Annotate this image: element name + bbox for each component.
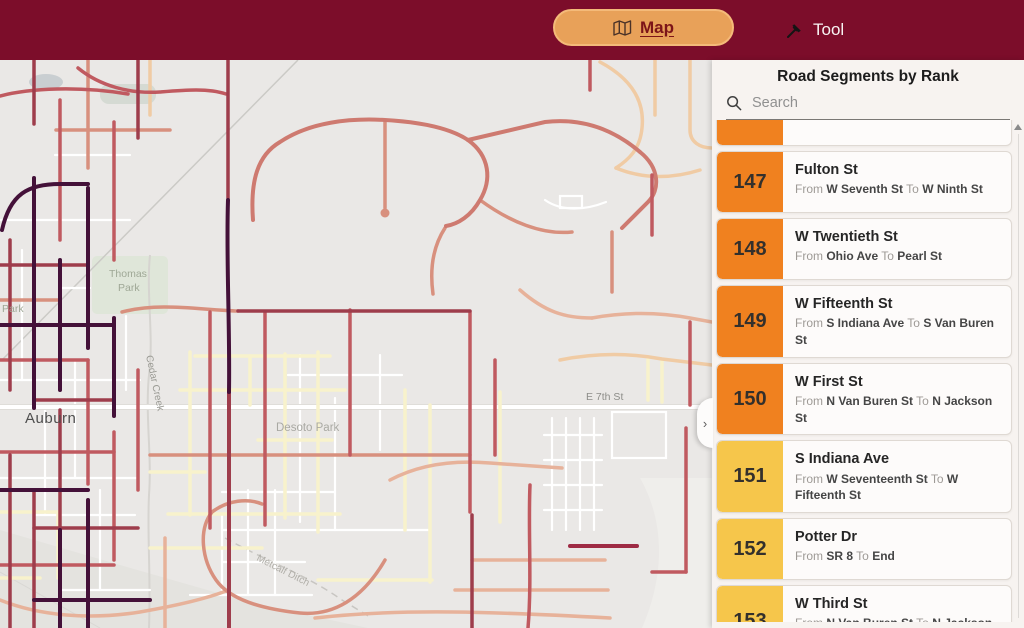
segment-name: W Fifteenth St xyxy=(795,296,893,312)
rank-badge: 150 xyxy=(717,363,783,435)
segment-extent: From W Seventeenth St To W Fifteenth St xyxy=(795,471,999,505)
from-label: From xyxy=(795,471,823,486)
segment-name: W Twentieth St xyxy=(795,229,898,245)
to-label: To xyxy=(930,471,944,486)
hammer-icon xyxy=(787,24,801,38)
segment-name: Potter Dr xyxy=(795,529,858,546)
from-label: From xyxy=(795,393,823,408)
tool-tab-label: Tool xyxy=(813,20,845,39)
from-label: From xyxy=(795,249,823,264)
segment-start: N Van Buren St xyxy=(826,616,913,622)
from-label: From xyxy=(795,182,823,197)
rank-badge: 149 xyxy=(717,286,783,357)
segment-start: S Indiana Ave xyxy=(826,316,905,331)
to-label: To xyxy=(916,393,929,408)
to-label: To xyxy=(906,182,919,197)
map-label-city: Auburn xyxy=(25,410,76,427)
segment-name: W Third St xyxy=(795,596,868,613)
scrollbar-track xyxy=(1018,134,1019,618)
segment-start: W Seventh St xyxy=(826,182,904,197)
map-tab[interactable]: Map xyxy=(553,9,734,46)
to-label: To xyxy=(907,316,920,331)
top-toolbar: Map Tool xyxy=(0,0,1024,60)
segment-end: S Van Buren St xyxy=(795,316,994,347)
from-label: From xyxy=(795,549,823,564)
sidebar-title: Road Segments by Rank xyxy=(777,68,959,85)
list-item[interactable]: 147 Fulton St From W Seventh St To W Nin… xyxy=(716,151,1012,213)
search-bar xyxy=(726,94,1010,120)
list-item[interactable]: 148 W Twentieth St From Ohio Ave To Pear… xyxy=(716,218,1012,280)
scrollbar[interactable] xyxy=(1013,120,1023,622)
list-item-partial[interactable] xyxy=(716,120,1012,146)
to-label: To xyxy=(856,549,869,564)
segment-end: W Ninth St xyxy=(922,182,983,197)
segment-start: SR 8 xyxy=(826,549,854,564)
list-item[interactable]: 152 Potter Dr From SR 8 To End xyxy=(716,518,1012,581)
rank-badge: 151 xyxy=(717,441,783,513)
list-item[interactable]: 150 W First St From N Van Buren St To N … xyxy=(716,362,1012,436)
sidebar-panel: Road Segments by Rank 147 Fulton St From… xyxy=(712,60,1024,628)
rank-badge: 147 xyxy=(717,152,783,212)
list-item[interactable]: 153 W Third St From N Van Buren St To N … xyxy=(716,585,1012,622)
to-label: To xyxy=(881,249,894,264)
segment-extent: From SR 8 To End xyxy=(795,548,999,565)
list-item[interactable]: 149 W Fifteenth St From S Indiana Ave To… xyxy=(716,285,1012,358)
from-label: From xyxy=(795,316,823,331)
from-label: From xyxy=(795,616,823,622)
segment-end: End xyxy=(872,549,895,564)
segment-start: N Van Buren St xyxy=(826,393,914,408)
chevron-right-icon: › xyxy=(702,415,708,431)
scroll-up-arrow-icon[interactable] xyxy=(1014,124,1022,130)
segment-extent: From Ohio Ave To Pearl St xyxy=(795,248,999,265)
map-label-thomas-park-1: Thomas xyxy=(109,268,147,280)
rank-badge xyxy=(717,120,783,145)
segment-end: W Fifteenth St xyxy=(795,471,959,503)
rank-badge: 153 xyxy=(717,586,783,622)
to-label: To xyxy=(916,616,929,622)
rank-badge: 152 xyxy=(717,519,783,580)
segment-extent: From N Van Buren St To N Jackson St xyxy=(795,393,999,427)
segment-name: S Indiana Ave xyxy=(795,451,890,468)
map-icon xyxy=(613,19,632,36)
segment-start: Ohio Ave xyxy=(826,249,879,264)
tool-tab[interactable]: Tool xyxy=(786,0,844,60)
list-item[interactable]: 151 S Indiana Ave From W Seventeenth St … xyxy=(716,440,1012,514)
segment-extent: From S Indiana Ave To S Van Buren St xyxy=(795,315,999,349)
map-canvas[interactable]: Auburn Park Thomas Park Desoto Park E 7t… xyxy=(0,60,712,628)
segment-end: N Jackson St xyxy=(795,393,993,425)
segment-end: Pearl St xyxy=(897,249,942,264)
segment-list-viewport[interactable]: 147 Fulton St From W Seventh St To W Nin… xyxy=(712,120,1024,622)
segment-extent: From W Seventh St To W Ninth St xyxy=(795,181,999,198)
search-input[interactable] xyxy=(750,94,984,112)
map-tab-label: Map xyxy=(640,17,674,37)
segment-end: N Jackson St xyxy=(795,616,992,622)
segment-extent: From N Van Buren St To N Jackson St xyxy=(795,615,999,622)
map-label-park: Park xyxy=(2,303,24,315)
segment-list: 147 Fulton St From W Seventh St To W Nin… xyxy=(712,120,1024,622)
segment-start: W Seventeenth St xyxy=(826,471,928,486)
map-label-e-7th-st: E 7th St xyxy=(586,391,623,403)
search-icon xyxy=(727,96,742,111)
map-label-desoto-park: Desoto Park xyxy=(276,422,340,434)
map-label-thomas-park-2: Park xyxy=(118,282,140,294)
rank-badge: 148 xyxy=(717,219,783,279)
segment-name: Fulton St xyxy=(795,162,858,178)
segment-name: W First St xyxy=(795,373,863,390)
sidebar-collapse-handle[interactable]: › xyxy=(697,398,713,448)
